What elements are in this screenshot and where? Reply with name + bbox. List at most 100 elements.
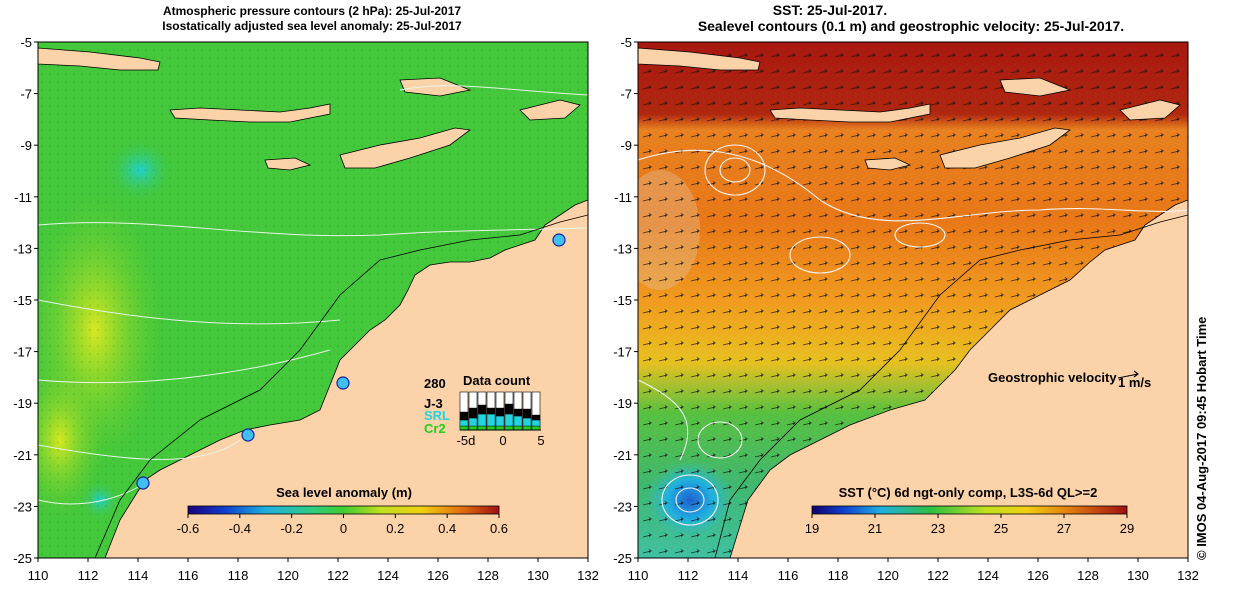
data-count-bar bbox=[522, 417, 532, 427]
x-tick-label: 120 bbox=[877, 568, 899, 583]
data-count-bar bbox=[468, 425, 478, 431]
colorbar-tick-label: 25 bbox=[994, 521, 1008, 536]
data-count-bar bbox=[495, 415, 505, 427]
x-tick-label: 132 bbox=[577, 568, 599, 583]
y-tick-label: -11 bbox=[14, 190, 32, 205]
data-count-bar bbox=[477, 413, 487, 427]
colorbar-tick-label: 23 bbox=[931, 521, 945, 536]
x-tick-label: 128 bbox=[1077, 568, 1099, 583]
velocity-legend-scale: 1 m/s bbox=[1118, 375, 1151, 390]
tide-gauge-marker[interactable] bbox=[241, 428, 255, 442]
y-tick-label: -11 bbox=[614, 190, 632, 205]
data-count-bar bbox=[459, 419, 469, 427]
left-land-java bbox=[38, 47, 161, 71]
data-count-bar bbox=[504, 403, 514, 415]
colorbar-tick-label: 0.6 bbox=[490, 521, 508, 536]
left-title-line2: Isostatically adjusted sea level anomaly… bbox=[162, 19, 462, 33]
left-land-lesser-sunda bbox=[169, 103, 331, 123]
data-count-xtick: -5d bbox=[457, 433, 476, 448]
data-count-bar bbox=[531, 419, 541, 427]
right-land-australia bbox=[729, 199, 1188, 558]
x-tick-label: 116 bbox=[178, 568, 199, 583]
data-count-bar bbox=[513, 415, 523, 427]
right-colorbar-ticks: 19 21 23 25 27 29 bbox=[805, 514, 1134, 536]
tide-gauge-marker[interactable] bbox=[552, 233, 566, 247]
left-y-axis: -5 -7 -9 -11 -13 -15 -17 -19 -21 -23 -25 bbox=[13, 35, 38, 566]
data-count-bar bbox=[477, 425, 487, 431]
data-count-bar bbox=[531, 425, 541, 431]
series-label-j3: J-3 bbox=[424, 396, 443, 411]
y-tick-label: -9 bbox=[620, 138, 632, 153]
credit-text: © IMOS 04-Aug-2017 09:45 Hobart Time bbox=[1194, 317, 1209, 560]
x-tick-label: 132 bbox=[1177, 568, 1199, 583]
y-tick-label: -23 bbox=[613, 499, 632, 514]
right-panel: SST: 25-Jul-2017. Sealevel contours (0.1… bbox=[613, 2, 1199, 583]
x-tick-label: 110 bbox=[28, 568, 49, 583]
data-count-xtick: 5 bbox=[537, 433, 544, 448]
y-tick-label: -7 bbox=[20, 87, 32, 102]
data-count-bar bbox=[486, 425, 496, 431]
y-tick-label: -5 bbox=[20, 35, 32, 50]
x-tick-label: 124 bbox=[977, 568, 999, 583]
x-tick-label: 118 bbox=[228, 568, 249, 583]
right-land-lesser-sunda bbox=[769, 103, 931, 123]
x-tick-label: 112 bbox=[78, 568, 99, 583]
right-sealevel-contours bbox=[638, 144, 1188, 526]
right-title-line1: SST: 25-Jul-2017. bbox=[773, 2, 887, 18]
left-colorbar: Sea level anomaly (m) -0.6 -0.4 -0.2 0 0.2 0.… bbox=[177, 485, 508, 536]
tide-gauge-marker[interactable] bbox=[136, 476, 150, 490]
x-tick-label: 126 bbox=[427, 568, 449, 583]
data-count-title: Data count bbox=[463, 373, 531, 388]
data-count-max: 280 bbox=[424, 376, 446, 391]
right-colorbar-title: SST (°C) 6d ngt-only comp, L3S-6d QL>=2 bbox=[839, 485, 1098, 500]
left-title-line1: Atmospheric pressure contours (2 hPa): 2… bbox=[163, 4, 461, 18]
left-map bbox=[38, 42, 588, 558]
left-x-axis: 110 112 114 116 118 120 122 124 126 128 130 132 bbox=[28, 558, 599, 583]
data-count-bar bbox=[459, 425, 469, 431]
velocity-legend-label: Geostrophic velocity bbox=[988, 370, 1117, 385]
left-panel: Atmospheric pressure contours (2 hPa): 2… bbox=[13, 4, 599, 583]
right-title-line2: Sealevel contours (0.1 m) and geostrophi… bbox=[698, 18, 1124, 34]
tide-gauge-marker[interactable] bbox=[336, 376, 350, 390]
right-x-axis: 110 112 114 116 118 120 122 124 126 128 130 132 bbox=[628, 558, 1199, 583]
data-count-bar bbox=[459, 411, 469, 421]
right-colorbar-gradient bbox=[811, 505, 1128, 515]
x-tick-label: 118 bbox=[828, 568, 849, 583]
data-count-bar bbox=[504, 425, 514, 431]
data-count-bar bbox=[504, 413, 514, 427]
colorbar-tick-label: 0.2 bbox=[386, 521, 404, 536]
x-tick-label: 126 bbox=[1027, 568, 1049, 583]
data-count-bar bbox=[522, 408, 532, 419]
x-tick-label: 122 bbox=[327, 568, 349, 583]
colorbar-tick-label: -0.4 bbox=[229, 521, 251, 536]
data-count-bar bbox=[468, 417, 478, 427]
colorbar-tick-label: 0 bbox=[340, 521, 347, 536]
data-count-bar bbox=[513, 408, 523, 417]
x-tick-label: 114 bbox=[728, 568, 749, 583]
x-tick-label: 114 bbox=[128, 568, 149, 583]
x-tick-label: 130 bbox=[527, 568, 549, 583]
y-tick-label: -13 bbox=[613, 241, 632, 256]
series-label-cr2: Cr2 bbox=[424, 421, 446, 436]
y-tick-label: -25 bbox=[613, 551, 632, 566]
data-count-bar bbox=[513, 425, 523, 431]
y-tick-label: -21 bbox=[613, 448, 632, 463]
x-tick-label: 130 bbox=[1127, 568, 1149, 583]
data-count-bar bbox=[486, 407, 496, 415]
colorbar-tick-label: 19 bbox=[805, 521, 819, 536]
x-tick-label: 116 bbox=[778, 568, 799, 583]
right-land-north-islands bbox=[999, 77, 1181, 121]
data-count-bar bbox=[468, 407, 478, 419]
right-land-java bbox=[638, 47, 761, 71]
left-pressure-contours bbox=[38, 85, 588, 505]
x-tick-label: 122 bbox=[927, 568, 949, 583]
y-tick-label: -13 bbox=[13, 241, 32, 256]
colorbar-tick-label: 27 bbox=[1057, 521, 1071, 536]
data-count-xtick: 0 bbox=[499, 433, 506, 448]
data-count-bars bbox=[459, 391, 541, 431]
velocity-scale-arrow-icon bbox=[1117, 370, 1139, 379]
right-shelf-break bbox=[714, 214, 1188, 558]
left-land-timor bbox=[339, 127, 472, 169]
y-tick-label: -17 bbox=[13, 345, 32, 360]
colorbar-tick-label: 21 bbox=[868, 521, 882, 536]
